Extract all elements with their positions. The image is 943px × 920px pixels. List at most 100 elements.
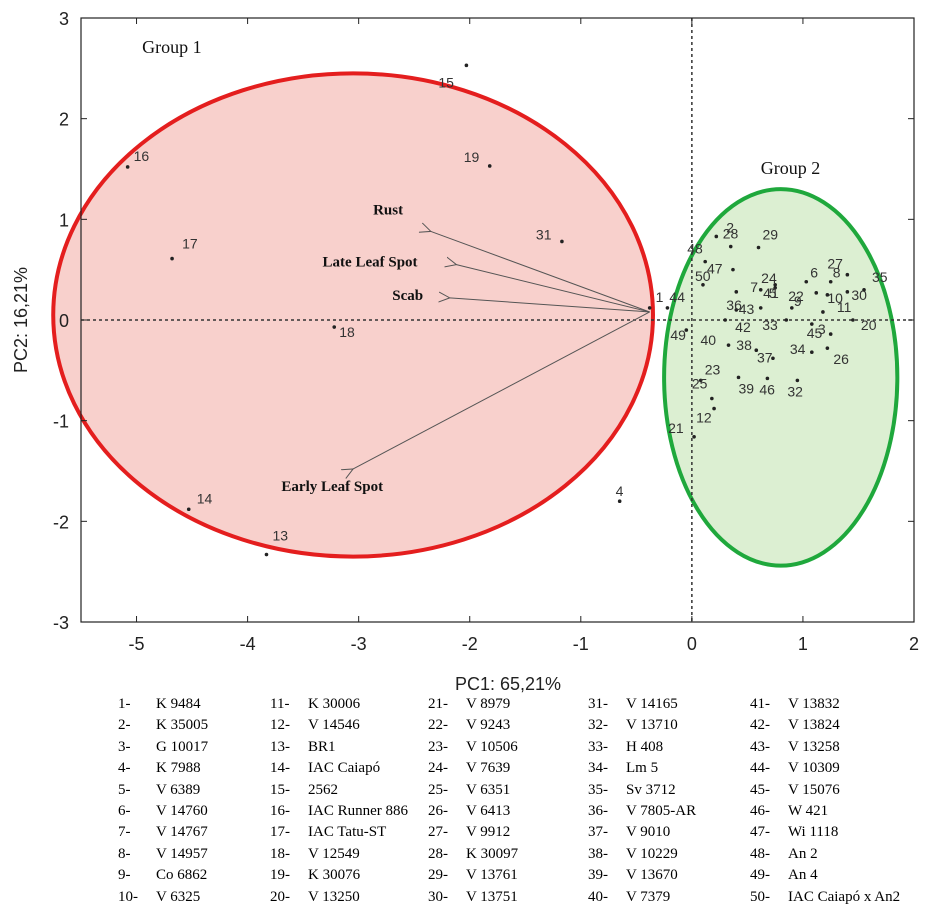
legend-number: 45- (750, 781, 770, 798)
legend-genotype-name: V 6325 (156, 888, 201, 905)
legend-genotype-name: IAC Caiapó x An2 (788, 888, 901, 905)
legend-number: 31- (588, 696, 608, 712)
legend-genotype-name: V 7379 (626, 888, 671, 905)
legend-entry: 43- V 13258 (750, 739, 840, 757)
legend-entry: 24- V 7639 (428, 760, 510, 778)
legend-genotype-name: V 9912 (466, 824, 511, 841)
point-label-39: 39 (739, 380, 755, 396)
point-label-46: 46 (759, 381, 775, 397)
point-label-7: 7 (750, 279, 758, 295)
point-label-9: 9 (794, 293, 802, 309)
point-label-11: 11 (837, 299, 852, 315)
legend-number: 14- (270, 760, 290, 777)
legend-genotype-name: V 14760 (156, 803, 208, 819)
legend-number: 16- (270, 803, 290, 819)
point-label-15: 15 (438, 74, 454, 90)
x-tick-label: 1 (798, 634, 808, 654)
legend-genotype-name: K 30076 (308, 867, 361, 884)
legend-entry: 5- V 6389 (118, 782, 200, 800)
legend-number: 3- (118, 738, 131, 755)
legend-genotype-name: V 6413 (466, 803, 511, 819)
point-label-33: 33 (762, 317, 778, 333)
point-label-14: 14 (197, 490, 213, 506)
point-21 (692, 434, 696, 439)
point-19 (487, 164, 492, 168)
point-label-43: 43 (739, 301, 755, 317)
point-18 (332, 325, 337, 329)
point-label-25: 25 (692, 376, 708, 392)
x-tick-label: -3 (351, 634, 367, 654)
point-6 (804, 279, 809, 284)
legend-number: 7- (118, 824, 131, 841)
legend-entry: 45- V 15076 (750, 782, 840, 800)
legend-number: 23- (428, 738, 448, 755)
legend-entry: 36- V 7805-AR (588, 803, 696, 821)
x-axis-label: PC1: 65,21% (455, 674, 561, 694)
legend-number: 42- (750, 717, 770, 734)
legend-entry: 39- V 13670 (588, 867, 678, 885)
point-14 (186, 507, 191, 512)
legend-entry: 6- V 14760 (118, 803, 208, 821)
legend-number: 21- (428, 696, 448, 712)
point-47 (731, 267, 735, 272)
point-label-48: 48 (687, 241, 703, 257)
point-label-29: 29 (763, 227, 779, 243)
point-label-32: 32 (787, 383, 803, 399)
legend-genotype-name: V 7805-AR (626, 803, 697, 819)
point-label-17: 17 (182, 236, 198, 252)
legend-number: 19- (270, 867, 290, 884)
legend-entry: 35- Sv 3712 (588, 782, 676, 800)
point-3 (810, 322, 814, 326)
vector-rust (431, 231, 650, 313)
legend-entry: 33- H 408 (588, 739, 663, 757)
legend-genotype-name: V 13258 (788, 738, 840, 755)
legend-number: 18- (270, 845, 290, 862)
x-tick-label: 2 (909, 634, 919, 654)
point-label-18: 18 (339, 324, 355, 340)
group-2-label: Group 2 (761, 158, 821, 178)
legend-entry: 7- V 14767 (118, 824, 208, 842)
group-1-label: Group 1 (142, 37, 202, 57)
legend-number: 27- (428, 824, 448, 841)
vector-label-scab: Scab (392, 288, 423, 304)
y-tick-label: 1 (59, 210, 69, 230)
point-label-12: 12 (696, 410, 712, 426)
legend-genotype-name: V 10229 (626, 845, 678, 862)
point-label-34: 34 (790, 341, 806, 357)
point-label-13: 13 (272, 528, 288, 544)
point-label-2: 2 (726, 219, 734, 235)
legend-entry: 20- V 13250 (270, 889, 360, 907)
legend-entry: 11- K 30006 (270, 696, 360, 714)
legend-genotype-name: V 13832 (788, 696, 840, 712)
legend-genotype-name: K 7988 (156, 760, 201, 777)
point-15 (464, 63, 469, 68)
legend-entry: 16- IAC Runner 886 (270, 803, 408, 821)
legend-entry: 44- V 10309 (750, 760, 840, 778)
vector-late-leaf-spot (456, 265, 650, 313)
legend-entry: 38- V 10229 (588, 846, 678, 864)
legend-genotype-name: V 12549 (308, 845, 360, 862)
y-tick-label: -2 (53, 512, 69, 532)
point-label-26: 26 (833, 351, 849, 367)
vector-early-leaf-spot (353, 311, 650, 469)
vector-label-early-leaf-spot: Early Leaf Spot (281, 479, 383, 495)
legend-genotype-name: W 421 (788, 803, 829, 819)
legend-number: 10- (118, 888, 138, 905)
legend-entry: 30- V 13751 (428, 889, 518, 907)
legend-entry: 47- Wi 1118 (750, 824, 838, 842)
legend-entry: 2- K 35005 (118, 717, 208, 735)
legend-number: 24- (428, 760, 448, 777)
legend-entry: 34- Lm 5 (588, 760, 658, 778)
legend-genotype-name: Sv 3712 (626, 781, 676, 798)
legend-genotype-name: V 14767 (156, 824, 208, 841)
point-label-4: 4 (616, 483, 624, 499)
legend-number: 30- (428, 888, 448, 905)
legend-entry: 12- V 14546 (270, 717, 360, 735)
legend-genotype-name: V 6351 (466, 781, 511, 798)
legend-genotype-name: V 13250 (308, 888, 360, 905)
point-50 (701, 282, 705, 287)
point-label-50: 50 (695, 268, 711, 284)
point-label-49: 49 (670, 327, 686, 343)
x-tick-label: 0 (687, 634, 697, 654)
point-37 (771, 356, 775, 361)
